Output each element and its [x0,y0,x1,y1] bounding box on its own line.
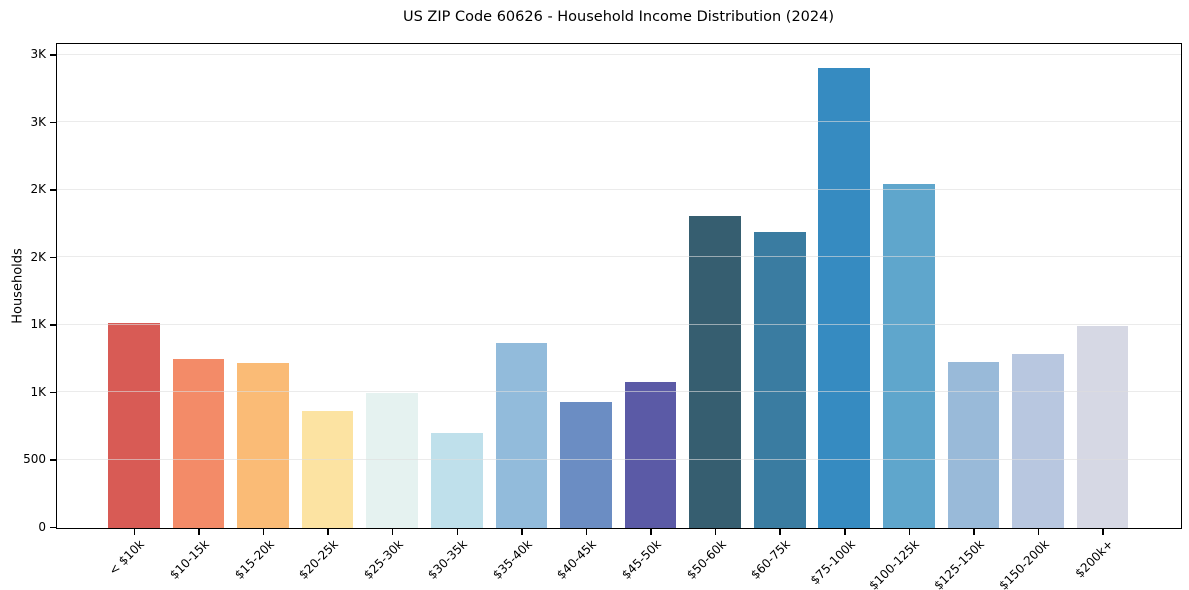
bar [1076,326,1129,528]
y-tick-label: 2K [30,249,46,264]
y-tick-label: 0 [38,520,46,534]
y-tick-label: 1K [30,317,46,332]
gridline [57,188,1181,190]
x-tick-mark [1037,529,1040,535]
gridline [57,391,1181,393]
x-tick-mark [650,529,652,535]
bar [883,184,935,528]
y-tick-label: 1K [30,384,46,399]
bar [495,342,548,528]
bar [818,68,871,528]
x-tick-mark [973,529,975,535]
y-tick-label: 3K [30,114,46,129]
x-tick-mark [327,529,329,535]
y-tick-mark [50,256,56,259]
x-tick-mark [262,529,265,535]
x-tick-mark [391,529,394,535]
bar [301,410,354,528]
x-tick-label: < $10k [106,536,148,578]
x-tick-mark [133,529,136,535]
y-tick-mark [50,459,56,461]
x-tick-mark [585,529,588,535]
y-tick-mark [50,391,56,394]
gridline [57,53,1181,55]
x-tick-mark [521,529,523,535]
bar [689,216,741,528]
y-tick-mark [50,121,56,124]
bar [237,363,289,528]
y-tick-label: 500 [23,452,46,467]
bar [947,361,1000,528]
bar [1012,353,1064,528]
gridline [57,256,1181,258]
gridline [57,121,1181,123]
x-tick-mark [908,529,911,535]
bar [560,402,612,528]
bar [108,322,160,528]
bar [753,232,806,528]
x-tick-mark [714,529,717,535]
chart-title: US ZIP Code 60626 - Household Income Dis… [402,9,835,25]
bar [430,433,483,528]
x-tick-mark [779,529,781,535]
plot-area [56,42,1182,529]
y-tick-mark [50,54,56,56]
y-tick-label: 2K [30,182,46,197]
y-tick-mark [50,189,56,191]
x-tick-mark [198,529,200,535]
bar [624,382,677,528]
x-tick-mark [844,529,846,535]
x-tick-mark [456,529,459,535]
x-tick-mark [1102,529,1104,535]
y-tick-mark [50,526,56,529]
y-tick-mark [50,324,56,326]
gridline [57,323,1181,325]
bar [366,392,419,528]
gridline [57,458,1181,460]
y-tick-label: 3K [30,47,46,62]
bar [172,358,225,528]
